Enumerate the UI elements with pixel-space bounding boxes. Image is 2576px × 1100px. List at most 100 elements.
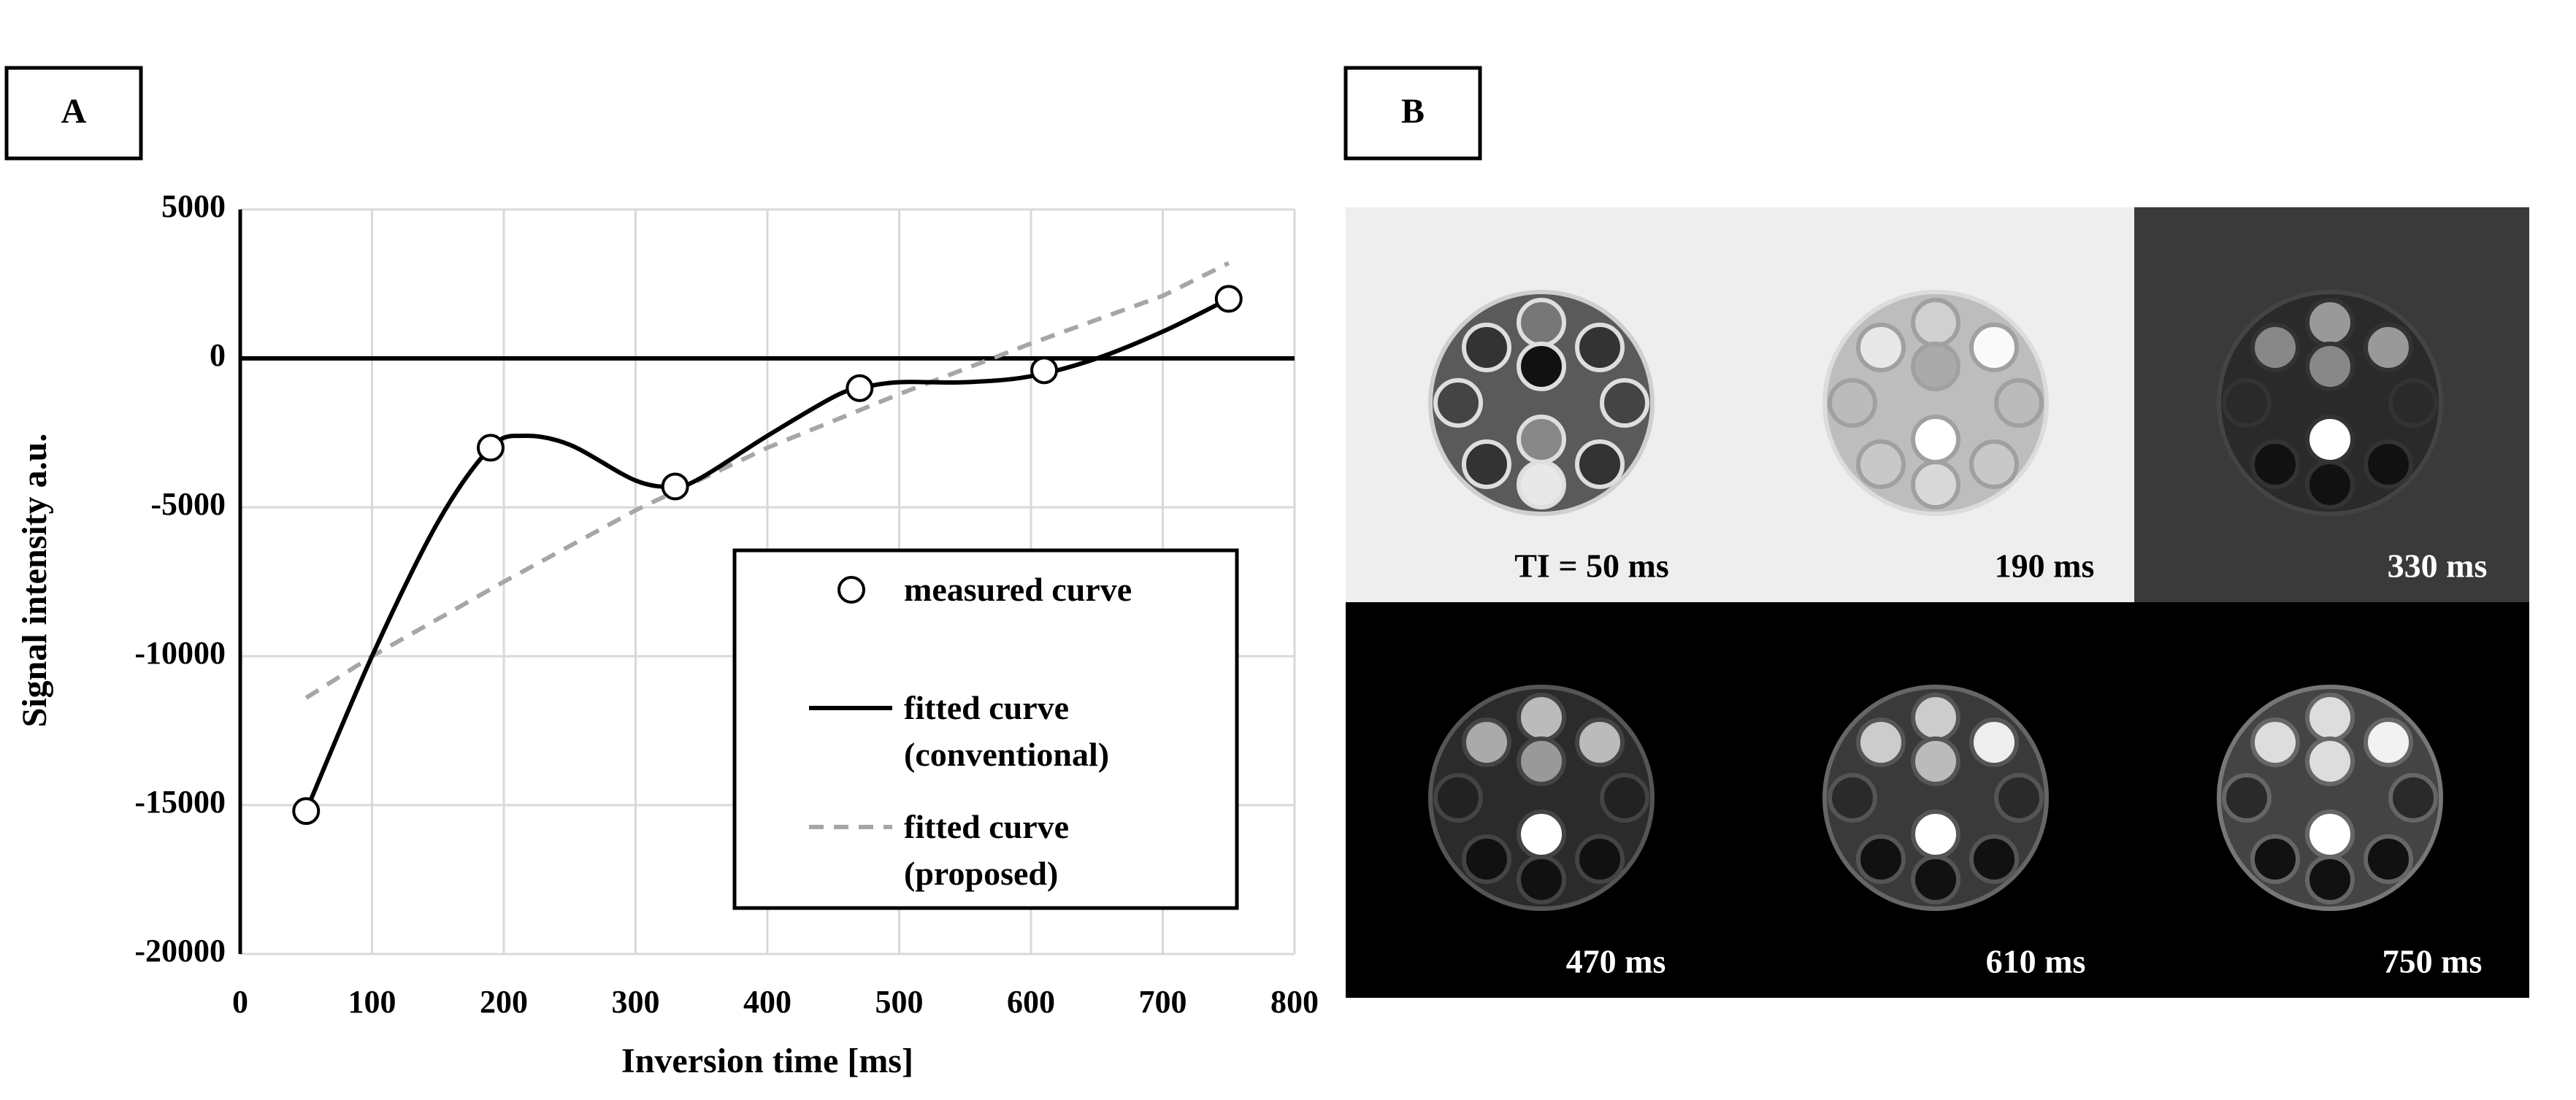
x-tick-label: 500: [875, 984, 924, 1020]
panel-b-box: [1343, 66, 1482, 161]
phantom-tube: [1517, 736, 1566, 786]
phantom-tube: [2305, 298, 2355, 347]
phantom-tube: [1828, 378, 1877, 428]
y-tick-label: -15000: [134, 784, 226, 820]
phantom-tube: [1856, 439, 1906, 489]
phantom-tube: [1911, 809, 1960, 859]
phantom-tube: [1575, 439, 1625, 489]
data-point: [476, 434, 505, 462]
phantom-tube: [1828, 773, 1877, 823]
x-tick-label: 800: [1270, 984, 1319, 1020]
phantom-tube: [2364, 718, 2413, 767]
phantom-tube: [2305, 855, 2355, 904]
phantom-tube: [1517, 415, 1566, 464]
panel-a-label: A: [61, 92, 87, 131]
image-label: 330 ms: [2388, 547, 2488, 585]
phantom-tube: [1856, 718, 1906, 767]
phantom-tube: [1911, 342, 1960, 391]
phantom-tube: [1969, 834, 2019, 884]
phantom-tube: [2305, 693, 2355, 742]
phantom-tube: [1433, 378, 1483, 428]
phantom-tube: [1994, 378, 2044, 428]
phantom-tube: [1969, 323, 2019, 372]
phantom-tube: [1911, 855, 1960, 904]
phantom-tube: [1911, 415, 1960, 464]
image-label: 610 ms: [1986, 943, 2086, 980]
phantom-tube: [2305, 809, 2355, 859]
y-tick-label: 0: [210, 337, 226, 373]
phantom-tube: [1462, 834, 1511, 884]
y-tick-label: -10000: [134, 635, 226, 671]
phantom-tube: [1600, 773, 1649, 823]
phantom-tube: [2388, 378, 2438, 428]
phantom-tube: [2250, 323, 2300, 372]
phantom-tube: [1462, 439, 1511, 489]
phantom-tube: [2250, 718, 2300, 767]
panel-b-label: B: [1401, 92, 1425, 131]
x-axis-title: Inversion time [ms]: [621, 1042, 913, 1080]
x-tick-label: 400: [743, 984, 791, 1020]
phantom-tube: [1969, 439, 2019, 489]
phantom-tube: [2305, 415, 2355, 464]
data-point: [846, 374, 874, 402]
phantom-tube: [1994, 773, 2044, 823]
data-point: [1030, 356, 1059, 385]
x-tick-label: 100: [348, 984, 396, 1020]
phantom-tube: [1911, 460, 1960, 509]
phantom-tube: [1462, 718, 1511, 767]
phantom-tube: [1517, 460, 1566, 509]
phantom-tube: [2305, 460, 2355, 509]
legend-box: [732, 548, 1239, 910]
x-tick-label: 700: [1139, 984, 1187, 1020]
image-label: 190 ms: [1995, 547, 2095, 585]
x-tick-label: 200: [480, 984, 528, 1020]
phantom-tube: [1517, 855, 1566, 904]
y-tick-label: -5000: [150, 486, 226, 522]
data-point: [661, 472, 689, 501]
y-axis-title: Signal intensity a.u.: [15, 434, 54, 728]
legend-label: fitted curve (proposed): [904, 808, 1070, 892]
phantom-tube: [1600, 378, 1649, 428]
legend-label: fitted curve (conventional): [904, 689, 1110, 773]
data-point: [1214, 285, 1243, 313]
phantom-tube: [2250, 834, 2300, 884]
phantom-tube: [2364, 834, 2413, 884]
image-label: 750 ms: [2383, 943, 2483, 980]
phantom-tube: [1433, 773, 1483, 823]
y-tick-label: -20000: [134, 933, 226, 969]
phantom-tube: [1462, 323, 1511, 372]
phantom-tube: [1517, 298, 1566, 347]
phantom-tube: [1969, 718, 2019, 767]
phantom-tube: [1575, 834, 1625, 884]
phantom-tube: [1517, 809, 1566, 859]
phantom-tube: [2250, 439, 2300, 489]
phantom-tube: [2388, 773, 2438, 823]
phantom-tube: [2364, 439, 2413, 489]
phantom-tube: [2305, 342, 2355, 391]
legend-label: measured curve: [904, 571, 1132, 608]
phantom-tube: [1575, 323, 1625, 372]
phantom-tube: [2222, 378, 2272, 428]
image-label: TI = 50 ms: [1514, 547, 1669, 585]
fitted-line: [304, 261, 1230, 700]
phantom-tube: [1856, 323, 1906, 372]
phantom-tube: [1856, 834, 1906, 884]
phantom-tube: [1911, 736, 1960, 786]
x-tick-label: 300: [612, 984, 660, 1020]
panel-a-box: [4, 66, 143, 161]
phantom-tube: [1911, 298, 1960, 347]
phantom-tube: [1911, 693, 1960, 742]
legend-marker: [837, 576, 865, 604]
y-tick-label: 5000: [161, 188, 226, 224]
phantom-tube: [1575, 718, 1625, 767]
phantom-tube: [1517, 342, 1566, 391]
phantom-tube: [2305, 736, 2355, 786]
phantom-tube: [2222, 773, 2272, 823]
phantom-tube: [2364, 323, 2413, 372]
x-tick-label: 600: [1007, 984, 1055, 1020]
data-point: [292, 797, 321, 826]
phantom-tube: [1517, 693, 1566, 742]
image-label: 470 ms: [1566, 943, 1666, 980]
